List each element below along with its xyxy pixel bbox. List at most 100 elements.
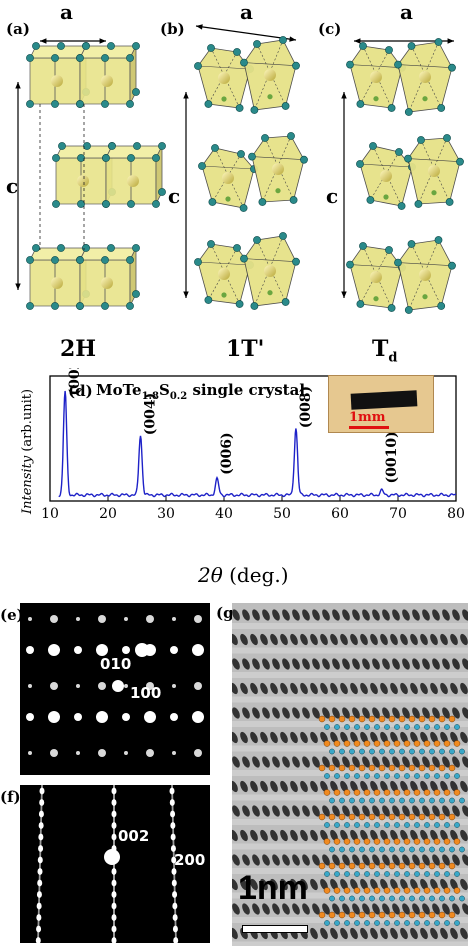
atom-column (300, 731, 308, 744)
te-atom (77, 200, 85, 208)
te-atom (82, 244, 90, 252)
mo-atom-overlay (384, 773, 390, 779)
atom-column (320, 633, 328, 646)
mo-atom-overlay (369, 895, 375, 902)
mo-atom-overlay (344, 920, 350, 926)
te-atom-overlay (418, 715, 426, 723)
atom-column (362, 854, 370, 866)
te-atom (102, 200, 110, 208)
te-atom-overlay (338, 764, 346, 772)
atom-column (350, 829, 358, 842)
atom-column (232, 927, 238, 940)
atom-column (400, 682, 408, 695)
mo-atom-overlay (349, 846, 355, 853)
atom-column (432, 756, 440, 768)
te-atom-overlay (328, 715, 336, 723)
mo-atom-overlay (414, 724, 420, 730)
atom-column (410, 731, 418, 744)
te-atom (407, 240, 416, 248)
atom-column (250, 780, 258, 793)
atom-column (232, 829, 238, 842)
central-spot (112, 680, 124, 692)
diffraction-spot (48, 644, 60, 656)
atom-column (290, 731, 298, 744)
s-atom (267, 94, 273, 100)
atom-column (312, 658, 320, 670)
atom-column (422, 707, 430, 719)
te-atom (292, 61, 300, 70)
te-atom-overlay (438, 862, 446, 870)
mo-atom-overlay (354, 920, 360, 926)
diffraction-spot (122, 646, 130, 654)
atom-column (440, 633, 448, 646)
te-atom (287, 132, 295, 140)
atom-column (232, 682, 238, 695)
atom-column (392, 756, 400, 768)
diffraction-spot (172, 617, 176, 621)
atom-column (240, 633, 248, 646)
prism-a6 (76, 244, 140, 310)
mo-atom-overlay (419, 895, 425, 902)
mo-atom-overlay (444, 822, 450, 828)
scale-bar (242, 925, 308, 933)
atom-column (360, 829, 368, 842)
diffraction-spot (38, 845, 44, 852)
te-atom (237, 150, 245, 158)
atom-column (430, 878, 438, 891)
atom-column (350, 780, 358, 793)
atom-column (232, 609, 240, 621)
te-atom (404, 108, 413, 116)
diffraction-spot (172, 925, 178, 933)
mo-atom-overlay (359, 846, 365, 853)
octa-edge (256, 43, 286, 107)
mo-atom-overlay (449, 895, 455, 902)
atom-column (270, 633, 278, 646)
te-atom-overlay (418, 764, 426, 772)
te-atom (407, 42, 416, 50)
atom-column (370, 878, 378, 891)
atom-column (442, 609, 450, 621)
atom-column (272, 805, 280, 817)
atom-column (420, 829, 428, 842)
mo-atom-overlay (424, 773, 430, 779)
diffraction-spot (172, 751, 176, 755)
octa-edge (397, 64, 453, 68)
te-atom (152, 154, 160, 162)
mo-atom-overlay (434, 773, 440, 779)
x-axis-label: 2θ (deg.) (198, 563, 289, 587)
mo-atom (370, 271, 382, 283)
s-atom (431, 190, 437, 196)
te-atom-overlay (448, 862, 456, 870)
diffraction-spot (28, 751, 32, 755)
te-atom-overlay (383, 887, 391, 894)
atom-column (262, 805, 270, 817)
mo-atom-overlay (369, 797, 375, 804)
atom-column (350, 878, 358, 891)
te-atom (211, 144, 219, 152)
atom-column (252, 609, 260, 621)
atom-column (392, 707, 400, 719)
te-atom-overlay (453, 887, 461, 894)
te-atom (279, 232, 287, 240)
atom-column (372, 658, 380, 670)
atom-column (462, 609, 468, 621)
structure-name-1t: 1T' (226, 336, 265, 362)
mo-atom-overlay (339, 895, 345, 902)
te-atom (107, 244, 115, 252)
mo-atom (222, 172, 234, 184)
atom-column (252, 658, 260, 670)
atom-column (262, 854, 270, 866)
te-atom-overlay (448, 764, 456, 772)
diffraction-spot (111, 925, 117, 933)
atom-column (330, 682, 338, 695)
te-atom (76, 302, 84, 310)
c-axis-arrow-top-head (447, 38, 454, 44)
mo-atom-overlay (409, 748, 415, 755)
atom-column (282, 903, 290, 915)
te-atom-overlay (428, 911, 436, 919)
atom-column (352, 658, 360, 670)
atom-column (360, 927, 368, 940)
te-atom (434, 236, 443, 244)
te-atom (126, 100, 134, 108)
te-atom (101, 54, 109, 62)
